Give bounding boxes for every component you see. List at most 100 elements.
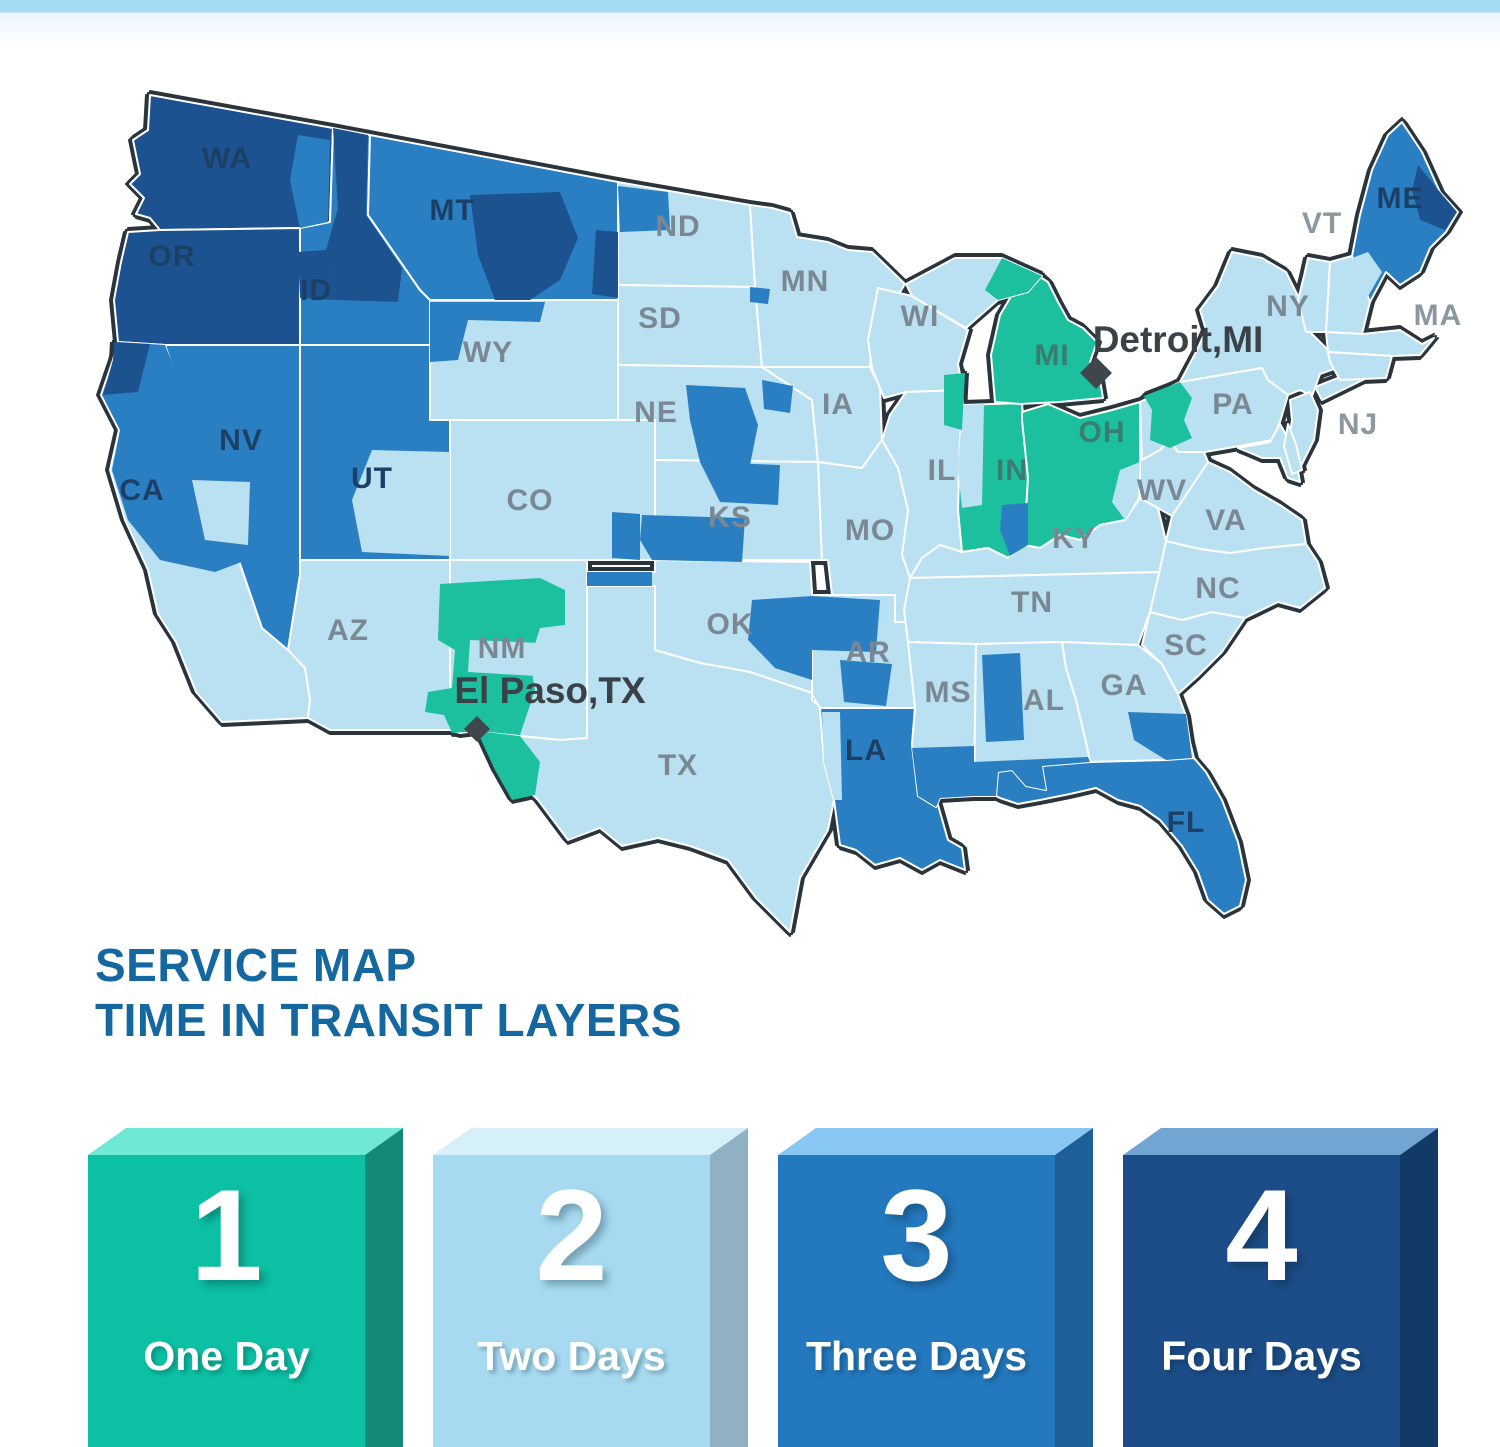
zone-patch-up-east bbox=[985, 258, 1042, 300]
zone-patch-ar-northwest bbox=[812, 596, 880, 652]
legend-block-four-days: 4 Four Days bbox=[1123, 1128, 1438, 1447]
state-de bbox=[1283, 423, 1303, 475]
zone-patch-ms-south bbox=[912, 746, 974, 807]
zone-patch-lakeshore-teal bbox=[944, 373, 965, 430]
state-label-nj: NJ bbox=[1338, 408, 1378, 441]
zone-patch-mt-central bbox=[470, 192, 578, 300]
state-labels: WA OR CA NV ID MT WY UT CO AZ NM ND SD NE KS OK TX MN IA MO… bbox=[119, 142, 1463, 839]
state-ctri bbox=[1327, 351, 1393, 381]
zone-patch-la-west bbox=[822, 712, 842, 800]
state-label-nm: NM bbox=[478, 632, 527, 665]
zone-patch-ut-east bbox=[352, 450, 450, 556]
zone-patch-ok-panhandle bbox=[587, 572, 652, 586]
state-label-ks: KS bbox=[708, 501, 752, 534]
state-label-ar: AR bbox=[845, 636, 890, 669]
legend-block-front-face bbox=[1123, 1155, 1400, 1447]
legend-block-three-days: 3 Three Days bbox=[778, 1128, 1093, 1447]
zone-patch-me-south bbox=[1352, 252, 1382, 300]
state-label-wa: WA bbox=[202, 142, 252, 175]
zone-patch-ks-central bbox=[640, 515, 745, 562]
top-accent-strip bbox=[0, 0, 1500, 46]
legend-block-top-face bbox=[433, 1128, 748, 1155]
state-label-wv: WV bbox=[1137, 474, 1187, 507]
transit-legend: 1 One Day 2 Two Days 3 Three Days 4 Four Days bbox=[88, 1128, 1438, 1447]
zone-patch-nd-northwest bbox=[618, 186, 670, 232]
zone-patch-in-west bbox=[958, 404, 984, 508]
legend-day-number: 2 bbox=[535, 1162, 608, 1308]
state-label-mn: MN bbox=[781, 265, 830, 298]
state-label-or: OR bbox=[149, 240, 196, 273]
map-title: SERVICE MAP TIME IN TRANSIT LAYERS bbox=[95, 938, 682, 1048]
state-label-co: CO bbox=[507, 484, 554, 517]
legend-block-front-face bbox=[88, 1155, 365, 1447]
city-label-elpaso: El Paso,TX bbox=[454, 670, 646, 711]
state-label-il: IL bbox=[928, 454, 957, 487]
city-label-detroit: Detroit,MI bbox=[1093, 319, 1264, 360]
state-label-ny: NY bbox=[1266, 290, 1310, 323]
legend-block-two-days: 2 Two Days bbox=[433, 1128, 748, 1447]
legend-day-number: 4 bbox=[1225, 1162, 1298, 1308]
zone-patch-id-west bbox=[298, 250, 336, 300]
zone-patch-wa-east bbox=[290, 135, 330, 228]
legend-block-side-face bbox=[365, 1128, 403, 1447]
zone-patch-wy-west bbox=[430, 302, 545, 362]
zone-patch-me-northeast bbox=[1412, 165, 1457, 230]
state-label-pa: PA bbox=[1212, 388, 1253, 421]
state-label-tx: TX bbox=[658, 749, 698, 782]
zone-patch-al-central bbox=[982, 653, 1024, 742]
state-label-az: AZ bbox=[327, 614, 369, 647]
zone-patch-ks-northeast bbox=[700, 462, 780, 505]
state-label-nv: NV bbox=[219, 424, 263, 457]
legend-block-side-face bbox=[710, 1128, 748, 1447]
state-label-ga: GA bbox=[1101, 669, 1148, 702]
state-label-vt: VT bbox=[1302, 207, 1342, 240]
zone-patch-tx-elpaso bbox=[477, 731, 540, 800]
map-title-line2: TIME IN TRANSIT LAYERS bbox=[95, 994, 682, 1046]
state-label-sc: SC bbox=[1164, 629, 1208, 662]
state-mi bbox=[990, 272, 1104, 405]
state-label-oh: OH bbox=[1079, 416, 1126, 449]
state-label-sd: SD bbox=[638, 302, 682, 335]
zone-patch-ia-west bbox=[762, 380, 793, 413]
state-label-ca: CA bbox=[119, 474, 164, 507]
state-label-ut: UT bbox=[351, 462, 393, 495]
zone-patch-oh-southeast bbox=[1112, 462, 1140, 520]
state-label-wy: WY bbox=[463, 336, 513, 369]
map-title-line1: SERVICE MAP bbox=[95, 939, 417, 991]
legend-day-label: Three Days bbox=[805, 1333, 1028, 1379]
state-label-mt: MT bbox=[429, 194, 474, 227]
zone-patch-co-east bbox=[612, 512, 640, 560]
legend-block-side-face bbox=[1055, 1128, 1093, 1447]
state-ky bbox=[909, 497, 1167, 579]
state-label-id: ID bbox=[300, 274, 332, 307]
legend-day-number: 1 bbox=[190, 1162, 263, 1308]
legend-day-label: Two Days bbox=[477, 1333, 666, 1379]
zone-patch-mt-east bbox=[592, 230, 618, 298]
zone-patch-ok-east bbox=[748, 596, 812, 680]
state-label-va: VA bbox=[1205, 504, 1246, 537]
state-label-fl: FL bbox=[1167, 806, 1206, 839]
legend-block-top-face bbox=[1123, 1128, 1438, 1155]
zone-patch-in-southeast bbox=[1000, 503, 1028, 556]
legend-block-front-face bbox=[433, 1155, 710, 1447]
state-label-la: LA bbox=[845, 734, 887, 767]
state-label-ky: KY bbox=[1052, 522, 1096, 555]
zone-patch-id-panhandle bbox=[326, 128, 402, 302]
state-label-mi: MI bbox=[1034, 339, 1069, 372]
state-label-in: IN bbox=[996, 454, 1028, 487]
zone-patch-ca-coast bbox=[103, 342, 150, 395]
state-label-me: ME bbox=[1377, 182, 1424, 215]
state-me bbox=[1351, 121, 1459, 303]
location-marker-icon-elpaso bbox=[464, 716, 490, 742]
legend-block-one-day: 1 One Day bbox=[88, 1128, 403, 1447]
us-service-map: WA OR CA NV ID MT WY UT CO AZ NM ND SD NE KS OK TX MN IA MO… bbox=[100, 94, 1463, 933]
state-label-mo: MO bbox=[845, 514, 895, 547]
legend-day-number: 3 bbox=[880, 1162, 953, 1308]
zone-patch-nv-center bbox=[192, 480, 250, 545]
state-label-ma: MA bbox=[1414, 299, 1463, 332]
legend-day-label: Four Days bbox=[1161, 1333, 1362, 1379]
legend-block-top-face bbox=[778, 1128, 1093, 1155]
state-az bbox=[287, 559, 451, 731]
zone-patch-sd-northeast bbox=[750, 287, 770, 304]
state-label-al: AL bbox=[1023, 684, 1065, 717]
